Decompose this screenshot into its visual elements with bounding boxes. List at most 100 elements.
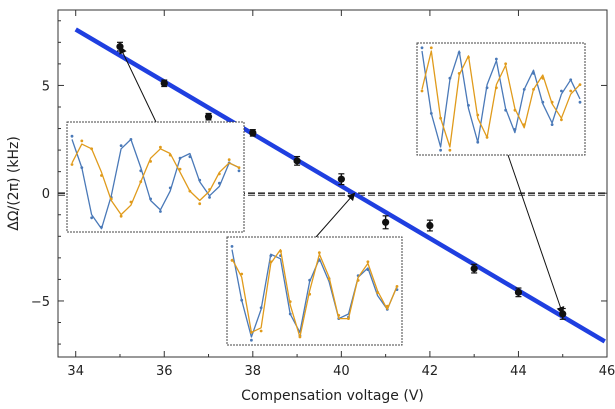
plot-frame <box>57 9 608 358</box>
inset-point <box>560 118 563 122</box>
data-point <box>337 173 345 186</box>
y-tick-label: 0 <box>42 187 50 202</box>
inset-arrow <box>507 154 565 315</box>
y-tick-label: 5 <box>42 79 50 94</box>
inset-point <box>80 166 84 170</box>
inset-point <box>259 329 263 333</box>
data-points-layer <box>116 41 567 320</box>
inset-point <box>420 89 424 93</box>
inset-point <box>317 259 321 262</box>
inset-point <box>159 210 162 213</box>
inset-point <box>337 314 341 317</box>
inset-point <box>429 112 433 115</box>
inset-point <box>119 214 123 218</box>
inset-point <box>385 304 389 308</box>
inset-point <box>550 100 554 104</box>
inset-point <box>198 178 202 182</box>
inset-point <box>578 83 582 86</box>
data-point-marker <box>470 265 478 273</box>
inset-point <box>308 292 312 296</box>
data-point <box>382 215 390 230</box>
inset-point <box>366 260 370 264</box>
inset-point <box>230 245 234 248</box>
data-point <box>293 155 301 166</box>
inset-point <box>347 317 350 320</box>
inset-point <box>522 123 526 126</box>
inset-point <box>541 100 545 104</box>
inset-point <box>269 254 273 258</box>
inset-point <box>420 46 424 50</box>
inset-point <box>109 197 113 201</box>
inset-point <box>240 272 244 276</box>
inset-point <box>457 72 461 75</box>
inset-point <box>178 156 182 160</box>
inset-point <box>119 144 123 148</box>
inset-point <box>560 89 563 93</box>
inset-point <box>227 158 231 162</box>
inset-point <box>356 279 360 282</box>
inset-point <box>541 76 545 80</box>
data-point <box>160 79 168 88</box>
inset-point <box>467 104 470 107</box>
inset-point <box>149 197 152 201</box>
inset-point <box>100 225 103 229</box>
y-axis-label: ΔΩ/(2π) (kHz) <box>6 136 22 231</box>
inset-frame <box>226 236 403 346</box>
inset-point <box>569 78 573 82</box>
inset-point <box>80 139 84 143</box>
inset-curve <box>71 138 240 230</box>
data-point <box>426 219 434 232</box>
inset-point <box>532 88 535 91</box>
inset-point <box>550 123 554 126</box>
inset-point <box>178 167 182 171</box>
inset-point <box>467 56 470 59</box>
inset-point <box>139 169 143 173</box>
inset-point <box>485 86 489 90</box>
data-point <box>470 263 478 274</box>
inset-point <box>250 338 253 342</box>
inset-point <box>439 148 442 152</box>
inset-point <box>448 148 452 152</box>
inset-point <box>308 278 312 282</box>
x-tick-label: 44 <box>510 364 527 379</box>
x-axis-label: Compensation voltage (V) <box>241 388 424 404</box>
inset-point <box>376 291 379 294</box>
data-point-marker <box>337 175 345 183</box>
inset-point <box>198 202 202 206</box>
inset-point <box>327 277 331 281</box>
inset-point <box>129 200 133 204</box>
data-point <box>249 129 257 137</box>
inset-point <box>100 174 103 177</box>
data-point-marker <box>382 218 390 226</box>
inset-point <box>288 300 292 303</box>
data-point-marker <box>514 288 523 296</box>
inset-point <box>259 306 263 310</box>
inset-point <box>366 268 370 271</box>
inset-point <box>168 186 172 190</box>
x-tick-label: 42 <box>422 364 439 379</box>
data-point <box>514 287 523 298</box>
inset-curve <box>421 50 581 148</box>
inset-45V <box>416 42 586 315</box>
inset-point <box>168 153 172 157</box>
inset-point <box>70 163 74 166</box>
inset-point <box>269 260 273 264</box>
inset-point <box>457 51 461 54</box>
inset-point <box>188 189 192 193</box>
inset-point <box>476 140 480 144</box>
inset-point <box>513 127 517 131</box>
x-tick-label: 40 <box>333 364 350 379</box>
inset-point <box>90 147 94 151</box>
inset-point <box>504 108 508 112</box>
inset-point <box>298 335 302 339</box>
inset-40V <box>226 192 403 346</box>
inset-point <box>159 145 162 149</box>
inset-point <box>395 285 399 288</box>
data-point-marker <box>293 157 301 165</box>
inset-curve <box>421 50 581 148</box>
inset-point <box>317 251 321 255</box>
inset-curve <box>231 248 398 338</box>
inset-arrow <box>315 192 356 238</box>
inset-point <box>188 155 192 159</box>
